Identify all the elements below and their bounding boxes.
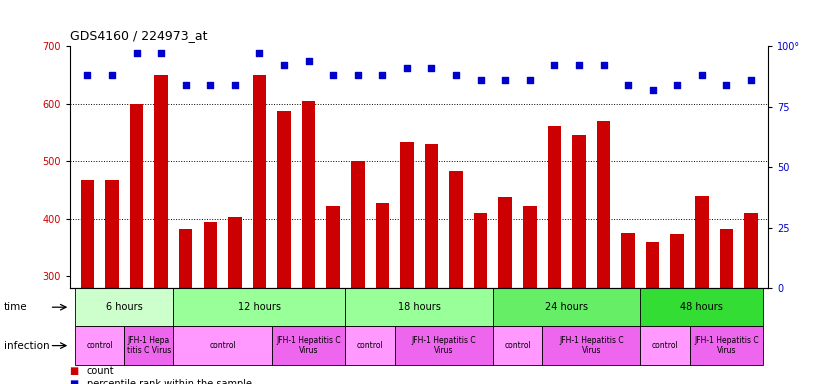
Point	[572, 62, 586, 68]
Point	[548, 62, 561, 68]
Bar	[75, 288, 173, 326]
Point	[401, 65, 414, 71]
Text: control: control	[652, 341, 678, 350]
Bar	[345, 326, 395, 365]
Bar	[376, 203, 389, 384]
Text: JFH-1 Hepatitis C
Virus: JFH-1 Hepatitis C Virus	[694, 336, 759, 355]
Point	[671, 82, 684, 88]
Bar	[228, 217, 242, 384]
Bar	[345, 288, 493, 326]
Bar	[640, 326, 690, 365]
Point	[597, 62, 610, 68]
Bar	[351, 161, 364, 384]
Bar	[695, 196, 709, 384]
Bar	[253, 75, 266, 384]
Text: ■: ■	[70, 366, 83, 376]
Point	[646, 86, 659, 93]
Point	[130, 50, 143, 56]
Text: control: control	[357, 341, 383, 350]
Bar	[498, 197, 512, 384]
Point	[621, 82, 634, 88]
Text: 6 hours: 6 hours	[106, 302, 143, 312]
Bar	[548, 126, 561, 384]
Text: 48 hours: 48 hours	[681, 302, 724, 312]
Text: ■: ■	[70, 379, 83, 384]
Text: 24 hours: 24 hours	[545, 302, 588, 312]
Text: JFH-1 Hepatitis C
Virus: JFH-1 Hepatitis C Virus	[276, 336, 341, 355]
Text: time: time	[4, 302, 28, 312]
Bar	[272, 326, 345, 365]
Bar	[474, 213, 487, 384]
Point	[351, 72, 364, 78]
Point	[719, 82, 733, 88]
Bar	[493, 288, 640, 326]
Text: control: control	[504, 341, 531, 350]
Bar	[179, 229, 192, 384]
Text: 18 hours: 18 hours	[398, 302, 440, 312]
Bar	[449, 171, 463, 384]
Point	[302, 58, 316, 64]
Bar	[203, 222, 217, 384]
Bar	[130, 104, 144, 384]
Point	[326, 72, 339, 78]
Point	[449, 72, 463, 78]
Bar	[173, 326, 272, 365]
Point	[154, 50, 168, 56]
Point	[204, 82, 217, 88]
Point	[179, 82, 192, 88]
Text: JFH-1 Hepatitis C
Virus: JFH-1 Hepatitis C Virus	[411, 336, 476, 355]
Bar	[301, 101, 316, 384]
Bar	[744, 213, 757, 384]
Point	[425, 65, 438, 71]
Text: JFH-1 Hepatitis C
Virus: JFH-1 Hepatitis C Virus	[559, 336, 624, 355]
Bar	[523, 206, 537, 384]
Bar	[81, 180, 94, 384]
Point	[523, 77, 536, 83]
Bar	[278, 111, 291, 384]
Bar	[719, 229, 733, 384]
Point	[228, 82, 241, 88]
Text: 12 hours: 12 hours	[238, 302, 281, 312]
Bar	[395, 326, 493, 365]
Bar	[105, 180, 119, 384]
Point	[81, 72, 94, 78]
Text: infection: infection	[4, 341, 50, 351]
Bar	[493, 326, 542, 365]
Text: count: count	[87, 366, 114, 376]
Point	[253, 50, 266, 56]
Bar	[596, 121, 610, 384]
Point	[499, 77, 512, 83]
Text: percentile rank within the sample: percentile rank within the sample	[87, 379, 252, 384]
Bar	[690, 326, 763, 365]
Bar	[572, 136, 586, 384]
Text: JFH-1 Hepa
titis C Virus: JFH-1 Hepa titis C Virus	[126, 336, 171, 355]
Text: control: control	[87, 341, 113, 350]
Bar	[640, 288, 763, 326]
Text: control: control	[209, 341, 236, 350]
Bar	[75, 326, 124, 365]
Point	[474, 77, 487, 83]
Bar	[124, 326, 173, 365]
Bar	[646, 242, 659, 384]
Bar	[154, 75, 168, 384]
Point	[106, 72, 119, 78]
Bar	[425, 144, 439, 384]
Point	[695, 72, 709, 78]
Bar	[400, 142, 414, 384]
Bar	[326, 206, 340, 384]
Bar	[671, 234, 684, 384]
Point	[376, 72, 389, 78]
Point	[744, 77, 757, 83]
Point	[278, 62, 291, 68]
Bar	[542, 326, 640, 365]
Bar	[621, 233, 635, 384]
Text: GDS4160 / 224973_at: GDS4160 / 224973_at	[70, 29, 207, 42]
Bar	[173, 288, 345, 326]
